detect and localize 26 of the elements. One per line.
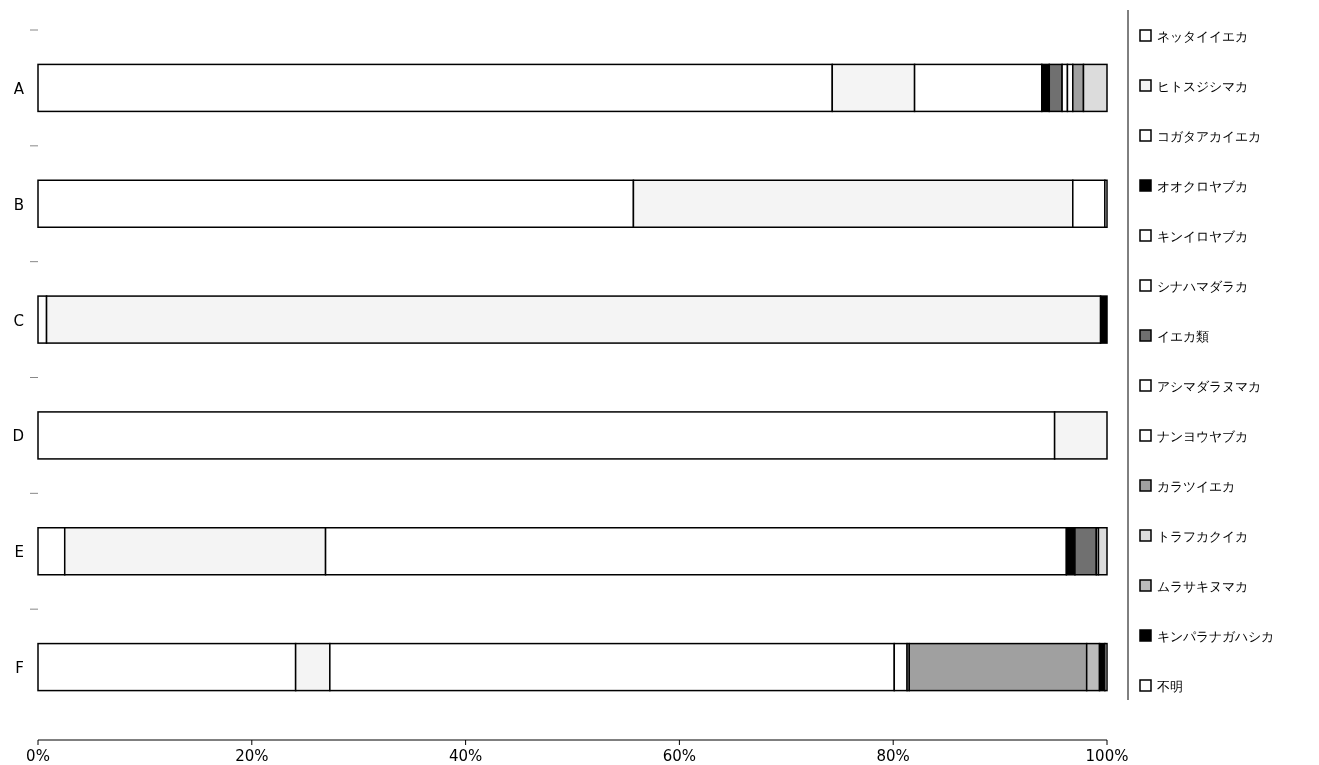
legend-label: イエカ類 (1157, 329, 1209, 344)
x-tick-label: 20% (235, 747, 269, 765)
x-tick-label: 100% (1085, 747, 1129, 765)
legend-label: 不明 (1157, 679, 1183, 694)
legend-label: ネッタイイエカ (1157, 29, 1248, 44)
x-tick-label: 60% (662, 747, 697, 765)
x-tick-label: 0% (26, 747, 50, 765)
x-tick-label: 80% (876, 747, 910, 765)
legend-label: コガタアカイエカ (1157, 129, 1261, 144)
y-tick-label: E (14, 543, 24, 562)
legend-label: トラフカクイカ (1157, 529, 1248, 544)
legend-label: キンイロヤブカ (1157, 229, 1248, 244)
legend-label: キンパラナガハシカ (1157, 629, 1274, 644)
y-tick-label: B (13, 195, 24, 214)
y-tick-label: C (13, 311, 24, 330)
legend-label: オオクロヤブカ (1157, 179, 1248, 194)
y-tick-label: F (15, 659, 24, 678)
legend-label: ムラサキヌマカ (1157, 579, 1248, 594)
legend-label: シナハマダラカ (1157, 279, 1248, 294)
legend-label: ナンヨウヤブカ (1157, 429, 1248, 444)
legend-label: アシマダラヌマカ (1157, 379, 1261, 394)
y-tick-label: A (13, 79, 25, 98)
x-tick-label: 40% (448, 747, 483, 765)
legend-label: カラツイエカ (1157, 479, 1235, 494)
legend-label: ヒトスジシマカ (1157, 79, 1248, 94)
y-tick-label: D (12, 427, 24, 446)
